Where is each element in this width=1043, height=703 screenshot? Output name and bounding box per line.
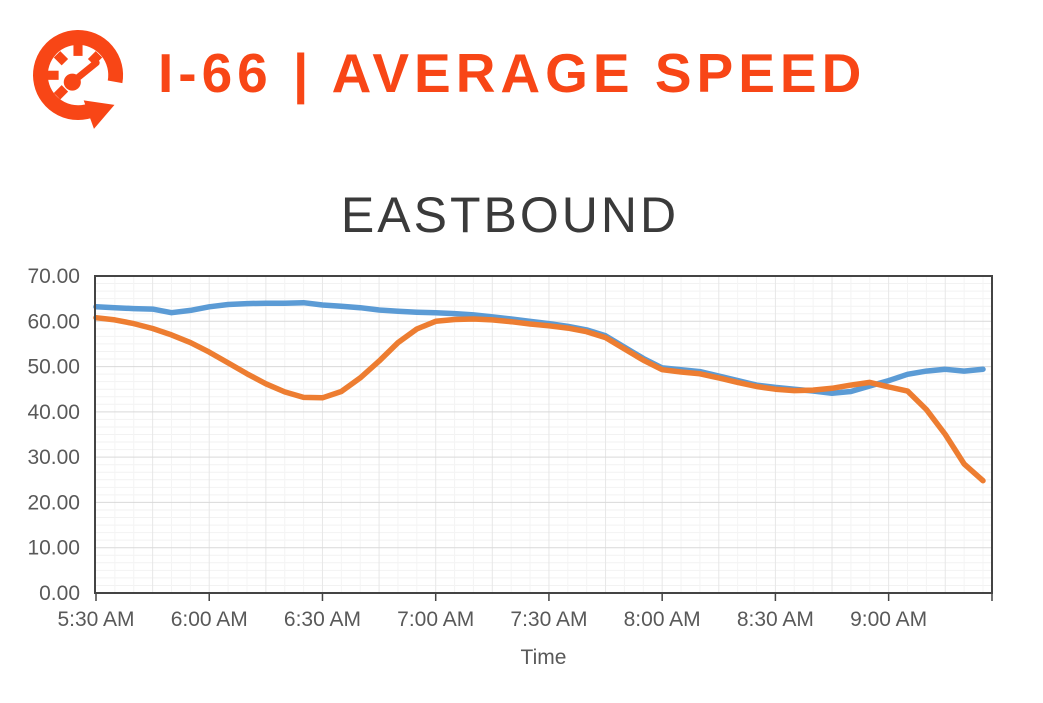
major-gridlines <box>95 276 992 593</box>
x-tick-label: 9:00 AM <box>850 608 927 631</box>
x-tick-label: 7:30 AM <box>510 608 587 631</box>
blue-line-series <box>93 299 986 397</box>
y-tick-label: 30.00 <box>27 446 80 469</box>
plot-border <box>94 275 993 594</box>
y-tick-label: 50.00 <box>27 356 80 379</box>
orange-line-series <box>93 314 986 484</box>
chart-title: EASTBOUND <box>340 187 680 243</box>
y-tick-label: 20.00 <box>27 491 80 514</box>
x-axis-title: Time <box>520 646 567 669</box>
speedometer-icon <box>33 30 124 129</box>
series <box>93 299 986 484</box>
y-tick-label: 40.00 <box>27 401 80 424</box>
page-title: I-66 | AVERAGE SPEED <box>158 42 867 104</box>
x-axis: 5:30 AM 6:00 AM 6:30 AM 7:00 AM 7:30 AM 8:00 … <box>57 593 993 631</box>
y-tick-label: 0.00 <box>39 582 80 605</box>
x-tick-label: 8:00 AM <box>624 608 701 631</box>
y-axis: 0.00 10.00 20.00 30.00 40.00 50.00 60.00 70.00 <box>27 265 80 605</box>
x-tick-label: 8:30 AM <box>737 608 814 631</box>
y-tick-label: 10.00 <box>27 537 80 560</box>
report-header: I-66 | AVERAGE SPEED <box>14 16 866 130</box>
x-tick-label: 5:30 AM <box>57 608 134 631</box>
x-tick-label: 6:30 AM <box>284 608 361 631</box>
y-tick-label: 70.00 <box>27 265 80 288</box>
x-tick-label: 6:00 AM <box>171 608 248 631</box>
x-tick-label: 7:00 AM <box>397 608 474 631</box>
y-tick-label: 60.00 <box>27 310 80 333</box>
